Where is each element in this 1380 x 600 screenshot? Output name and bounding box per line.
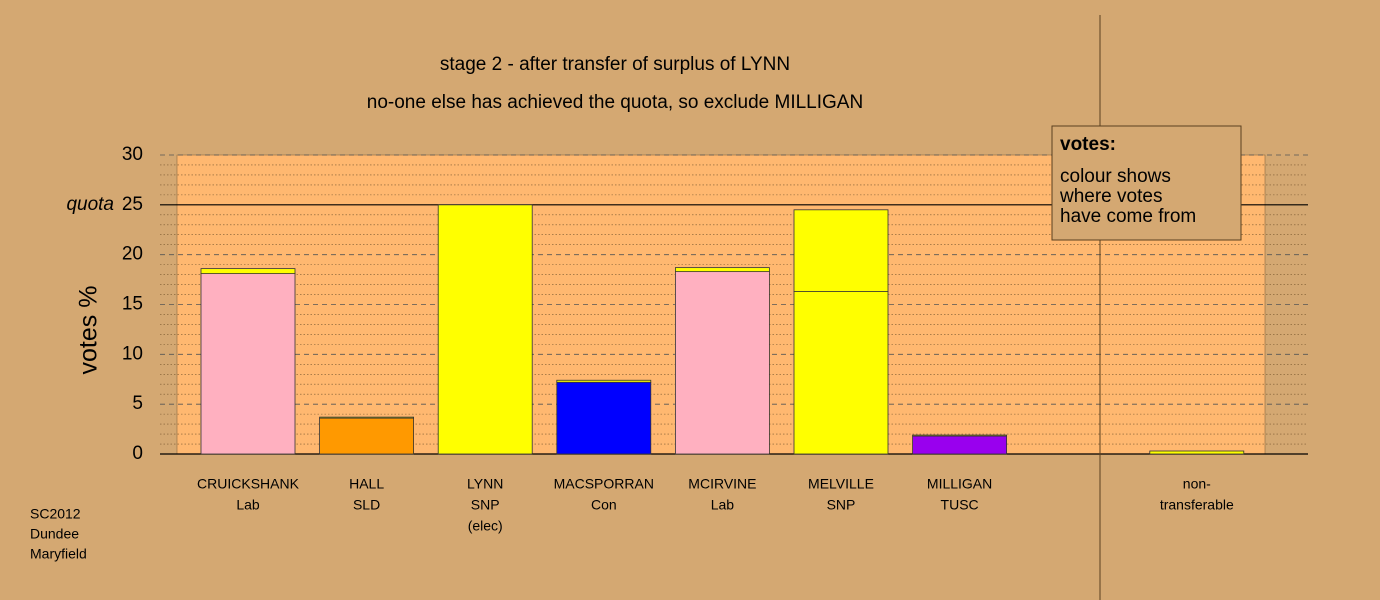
x-tick-label: MILLIGAN <box>927 476 992 492</box>
bar-segment <box>200 268 296 275</box>
x-tick-label: Lab <box>236 497 260 513</box>
x-tick-label: MACSPORRAN <box>554 476 654 492</box>
x-tick-label: transferable <box>1160 497 1234 513</box>
bar-segment <box>793 209 889 292</box>
x-tick-label: LYNN <box>467 476 503 492</box>
bar-segment <box>319 417 415 455</box>
bar-segment <box>912 434 1007 437</box>
bar-segment <box>556 381 652 455</box>
x-tick-label: MELVILLE <box>808 476 874 492</box>
x-tick-label: Lab <box>711 497 735 513</box>
note: Maryfield <box>30 546 87 562</box>
chart-title: stage 2 - after transfer of surplus of L… <box>440 54 790 75</box>
note: Dundee <box>30 526 79 542</box>
note: SC2012 <box>30 506 81 522</box>
y-tick-label: 15 <box>122 294 143 315</box>
x-tick-label: CRUICKSHANK <box>197 476 300 492</box>
legend-title: votes: <box>1060 134 1116 155</box>
x-tick-label: (elec) <box>468 518 503 534</box>
y-tick-label: 0 <box>132 443 143 464</box>
bar-segment <box>200 273 296 455</box>
legend-text: where votes <box>1059 186 1162 207</box>
bar-segment <box>912 435 1007 455</box>
quota-label: quota <box>66 194 114 215</box>
y-tick-label: 30 <box>122 144 143 165</box>
x-tick-label: HALL <box>349 476 384 492</box>
chart-subtitle: no-one else has achieved the quota, so e… <box>367 92 863 113</box>
x-tick-label: SNP <box>827 497 856 513</box>
bar-segment <box>319 416 415 419</box>
legend-text: colour shows <box>1060 166 1171 187</box>
y-axis-label: votes % <box>75 286 103 375</box>
x-tick-label: TUSC <box>941 497 979 513</box>
x-tick-label: MCIRVINE <box>688 476 756 492</box>
bar-segment <box>675 271 770 455</box>
x-tick-label: Con <box>591 497 617 513</box>
bar-segment <box>556 379 652 383</box>
x-tick-label: non- <box>1183 476 1211 492</box>
bar-segment <box>793 291 889 455</box>
legend-text: have come from <box>1060 206 1196 227</box>
y-tick-label: 5 <box>132 393 143 414</box>
bar-segment <box>437 204 533 455</box>
y-tick-label: 10 <box>122 343 143 364</box>
bar-segment <box>675 267 770 273</box>
y-tick-label: 25 <box>122 194 143 215</box>
legend-box <box>1051 125 1242 241</box>
x-tick-label: SNP <box>471 497 500 513</box>
x-tick-label: SLD <box>353 497 380 513</box>
bar-segment <box>1149 450 1245 455</box>
y-tick-label: 20 <box>122 244 143 265</box>
